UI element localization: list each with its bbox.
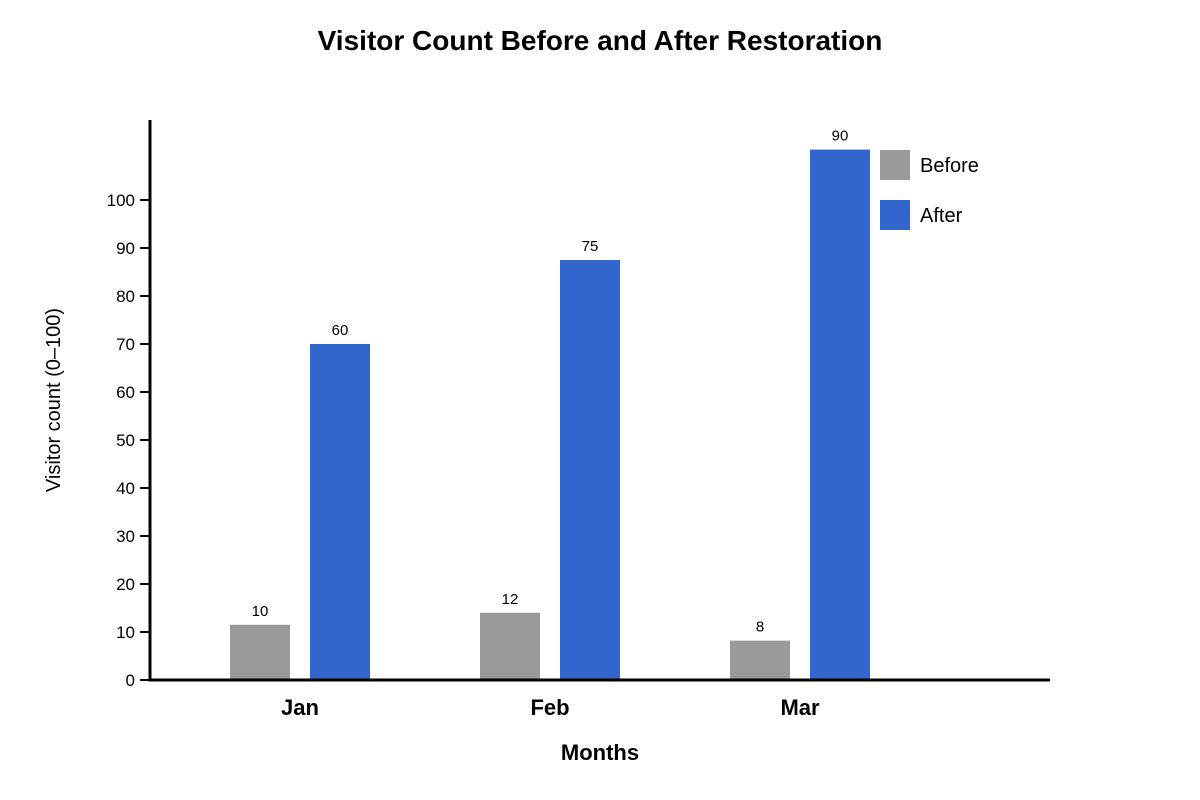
bar-before-jan bbox=[230, 624, 290, 680]
y-tick-label: 80 bbox=[116, 287, 135, 306]
y-tick-label: 90 bbox=[116, 239, 135, 258]
chart-title: Visitor Count Before and After Restorati… bbox=[318, 25, 883, 56]
bar-before-feb bbox=[480, 612, 540, 680]
y-tick-label: 50 bbox=[116, 431, 135, 450]
data-label-after-jan: 60 bbox=[332, 322, 349, 339]
bar-before-mar bbox=[730, 640, 790, 680]
data-label-before-jan: 10 bbox=[252, 603, 269, 620]
y-tick-label: 100 bbox=[107, 191, 135, 210]
y-tick-label: 10 bbox=[116, 623, 135, 642]
bar-after-feb bbox=[560, 260, 620, 680]
x-axis-label: Months bbox=[561, 740, 639, 765]
bar-after-mar bbox=[810, 149, 870, 681]
bar-after-jan bbox=[310, 344, 370, 680]
data-label-before-mar: 8 bbox=[756, 619, 764, 636]
y-tick-label: 60 bbox=[116, 383, 135, 402]
bars-group bbox=[230, 149, 870, 681]
y-tick-label: 30 bbox=[116, 527, 135, 546]
x-tick-label-feb: Feb bbox=[530, 695, 569, 720]
data-labels-group: 10 12 8 60 75 90 bbox=[252, 128, 849, 636]
y-axis-label: Visitor count (0–100) bbox=[43, 308, 65, 492]
legend: Before After bbox=[880, 150, 979, 230]
legend-label-before: Before bbox=[920, 155, 979, 177]
legend-label-after: After bbox=[920, 205, 963, 227]
x-tick-label-mar: Mar bbox=[780, 695, 820, 720]
y-tick-label: 40 bbox=[116, 479, 135, 498]
legend-swatch-after bbox=[880, 200, 910, 230]
y-tick-label: 0 bbox=[126, 671, 135, 690]
y-tick-label: 20 bbox=[116, 575, 135, 594]
x-ticks-group: Jan Feb Mar bbox=[281, 695, 820, 720]
legend-swatch-before bbox=[880, 150, 910, 180]
y-ticks-group: 0 10 20 30 40 50 60 70 80 90 100 bbox=[107, 191, 150, 690]
y-tick-label: 70 bbox=[116, 335, 135, 354]
data-label-after-mar: 90 bbox=[832, 128, 849, 145]
x-tick-label-jan: Jan bbox=[281, 695, 319, 720]
data-label-after-feb: 75 bbox=[582, 238, 599, 255]
data-label-before-feb: 12 bbox=[502, 591, 519, 608]
